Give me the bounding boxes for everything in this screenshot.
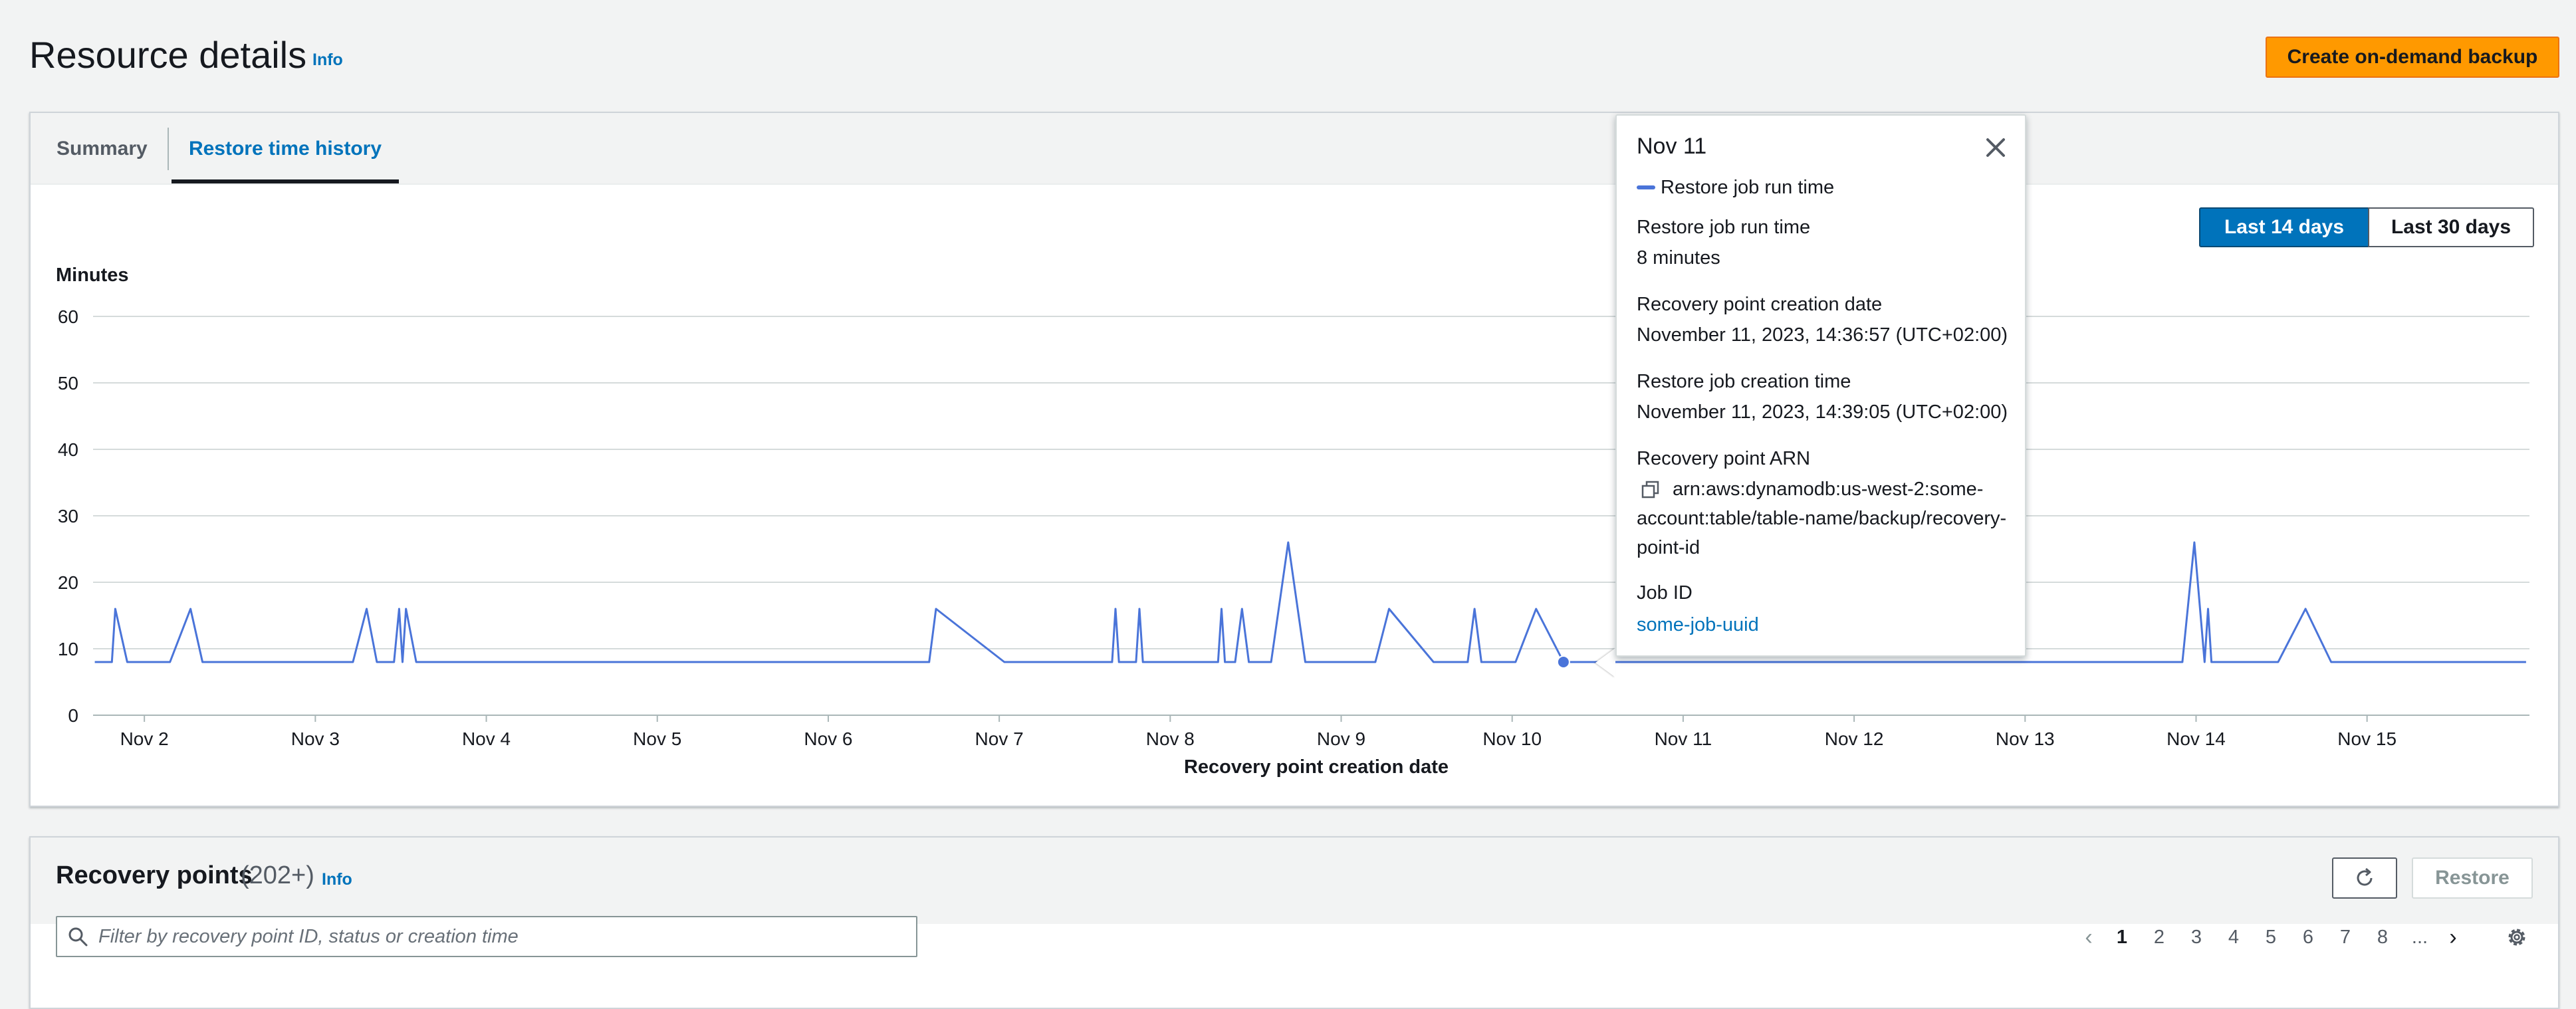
page-7[interactable]: 7 (2339, 926, 2351, 948)
search-icon (68, 927, 88, 947)
x-tick-label: Nov 10 (1482, 729, 1542, 749)
runtime-value: 8 minutes (1637, 247, 1720, 269)
x-tick-labels: Nov 2 Nov 3 Nov 4 Nov 5 Nov 6 Nov 7 Nov 8 Nov 9… (120, 729, 2397, 749)
page-2[interactable]: 2 (2153, 926, 2165, 948)
recovery-point-date-label: Recovery point creation date (1637, 294, 1883, 315)
title-info-link[interactable]: Info (312, 51, 343, 69)
highlighted-point (1556, 655, 1570, 669)
job-creation-time-value: November 11, 2023, 14:39:05 (UTC+02:00) (1637, 401, 2008, 423)
pagination: ‹ 1 2 3 4 5 6 7 8 ... › (2074, 919, 2468, 956)
tab-divider (168, 128, 169, 170)
chart-axes (93, 715, 2529, 722)
create-on-demand-backup-button[interactable]: Create on-demand backup (2266, 37, 2559, 78)
x-tick-label: Nov 5 (633, 729, 681, 749)
x-tick-label: Nov 3 (291, 729, 340, 749)
gear-icon[interactable] (2504, 924, 2530, 951)
recovery-points-header (31, 838, 2558, 924)
popover-caret (1595, 648, 1615, 677)
y-axis-title: Minutes (56, 265, 129, 286)
active-tab-indicator (172, 179, 399, 183)
page-ellipsis: ... (2411, 926, 2428, 948)
popover-date: Nov 11 (1637, 134, 1707, 159)
page-6[interactable]: 6 (2302, 926, 2314, 948)
page-3[interactable]: 3 (2190, 926, 2202, 948)
recovery-point-arn-value: arn:aws:dynamodb:us-west-2:some-account:… (1637, 479, 2007, 558)
page-5[interactable]: 5 (2265, 926, 2277, 948)
restore-button[interactable]: Restore (2412, 857, 2533, 899)
popover-legend-label: Restore job run time (1661, 177, 1835, 198)
x-tick-label: Nov 9 (1317, 729, 1365, 749)
x-tick-label: Nov 4 (462, 729, 511, 749)
prev-page-icon[interactable]: ‹ (2085, 924, 2093, 950)
recovery-points-count: (202+) (241, 861, 314, 889)
recovery-points-info-link[interactable]: Info (322, 870, 352, 889)
resource-details-panel (29, 112, 2559, 807)
x-tick-label: Nov 7 (975, 729, 1024, 749)
chart-series (94, 541, 2526, 669)
recovery-point-arn-label: Recovery point ARN (1637, 448, 1811, 469)
series-legend-swatch (1637, 185, 1655, 189)
x-tick-label: Nov 13 (1996, 729, 2055, 749)
x-tick-label: Nov 8 (1146, 729, 1195, 749)
y-tick-label: 50 (58, 373, 78, 393)
range-last-14-days-button[interactable]: Last 14 days (2199, 207, 2369, 247)
refresh-icon (2357, 867, 2373, 886)
series-line (94, 541, 2526, 663)
next-page-icon[interactable]: › (2449, 924, 2457, 950)
job-id-label: Job ID (1637, 582, 1693, 604)
x-tick-label: Nov 14 (2166, 729, 2226, 749)
copy-icon[interactable] (1641, 480, 1661, 500)
filter-input[interactable] (98, 917, 909, 956)
tab-bar (31, 113, 2558, 185)
x-tick-label: Nov 15 (2337, 729, 2397, 749)
job-id-link[interactable]: some-job-uuid (1637, 614, 1759, 635)
runtime-label: Restore job run time (1637, 217, 1811, 238)
x-tick-label: Nov 12 (1825, 729, 1884, 749)
page-title: Resource details (29, 34, 307, 76)
page-4[interactable]: 4 (2228, 926, 2240, 948)
x-tick-label: Nov 11 (1655, 729, 1712, 749)
chart-gridlines (93, 316, 2529, 649)
y-tick-labels: 0 10 20 30 40 50 60 (58, 306, 78, 726)
close-icon[interactable] (1984, 136, 2008, 160)
y-tick-label: 60 (58, 306, 78, 327)
tab-summary[interactable]: Summary (57, 138, 148, 160)
y-tick-label: 30 (58, 506, 78, 526)
y-tick-label: 10 (58, 639, 78, 659)
x-axis-title: Recovery point creation date (1183, 756, 1449, 778)
x-tick-label: Nov 2 (120, 729, 169, 749)
tab-restore-time-history[interactable]: Restore time history (188, 138, 382, 160)
job-creation-time-label: Restore job creation time (1637, 371, 1851, 392)
range-last-30-days-button[interactable]: Last 30 days (2368, 207, 2534, 247)
refresh-button[interactable] (2332, 857, 2397, 899)
y-tick-label: 0 (68, 705, 78, 726)
x-tick-label: Nov 6 (804, 729, 852, 749)
page-1[interactable]: 1 (2116, 926, 2128, 948)
y-tick-label: 20 (58, 572, 78, 593)
recovery-point-date-value: November 11, 2023, 14:36:57 (UTC+02:00) (1637, 324, 2008, 346)
recovery-points-title: Recovery points (56, 861, 253, 889)
y-tick-label: 40 (58, 439, 78, 460)
page-8[interactable]: 8 (2377, 926, 2389, 948)
chart-tooltip-popover (1615, 114, 2026, 657)
